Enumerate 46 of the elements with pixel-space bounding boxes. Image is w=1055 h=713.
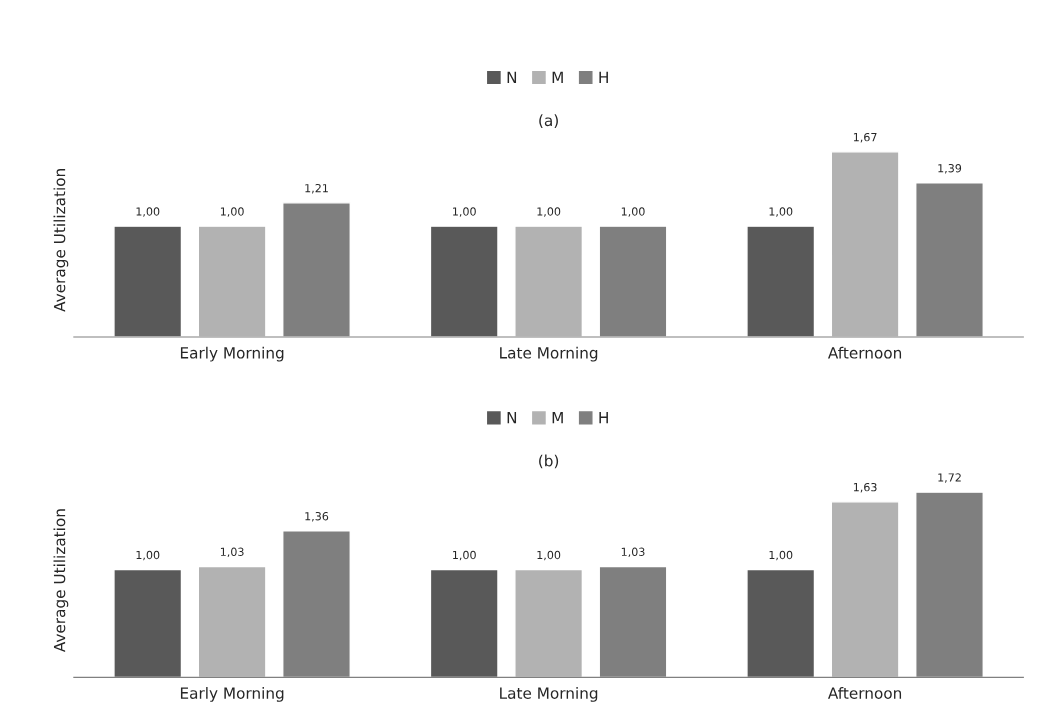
data-label: 1,00 — [220, 207, 244, 217]
data-label: 1,00 — [769, 207, 793, 217]
data-label: 1,00 — [537, 207, 561, 217]
y-axis-title: Average Utilization — [53, 509, 69, 653]
bar — [429, 568, 499, 678]
bar — [113, 568, 183, 678]
data-label: 1,03 — [220, 547, 244, 558]
legend-label: N — [507, 412, 517, 424]
data-label: 1,00 — [136, 207, 160, 217]
data-label: 1,00 — [453, 207, 476, 217]
bar — [113, 225, 183, 338]
data-label: 1,67 — [853, 132, 877, 143]
data-label: 1,39 — [938, 164, 962, 174]
bar — [514, 225, 584, 338]
bar — [746, 225, 816, 338]
bar — [197, 225, 267, 338]
data-label: 1,36 — [305, 512, 329, 522]
x-tick-label: Late Morning — [500, 687, 598, 702]
legend-label: N — [507, 71, 517, 83]
bar — [197, 565, 267, 678]
x-tick-label: Early Morning — [180, 687, 284, 702]
x-tick-label: Late Morning — [500, 346, 598, 362]
data-label: 1,63 — [853, 482, 877, 493]
x-tick-label: Afternoon — [827, 346, 902, 359]
data-label: 1,00 — [537, 550, 561, 561]
bar — [514, 568, 584, 678]
data-label: 1,00 — [621, 207, 645, 217]
data-label: 1,21 — [305, 183, 328, 194]
y-axis-title: Average Utilization — [53, 169, 69, 312]
legend-label: M — [552, 71, 563, 83]
legend-label: M — [552, 412, 563, 424]
data-label: 1,00 — [453, 550, 476, 561]
bar — [830, 151, 900, 338]
x-tick-label: Early Morning — [180, 346, 284, 362]
bar — [429, 225, 499, 338]
data-label: 1,03 — [621, 547, 645, 558]
chart-title: (b) — [539, 454, 559, 469]
legend-label: H — [599, 412, 608, 424]
legend-label: H — [599, 71, 608, 83]
bar — [830, 501, 900, 678]
x-tick-label: Afternoon — [827, 687, 902, 699]
data-label: 1,00 — [136, 550, 160, 561]
chart-title: (a) — [539, 114, 558, 128]
data-label: 1,00 — [769, 550, 793, 561]
bar — [746, 568, 816, 678]
data-label: 1,72 — [938, 473, 961, 483]
